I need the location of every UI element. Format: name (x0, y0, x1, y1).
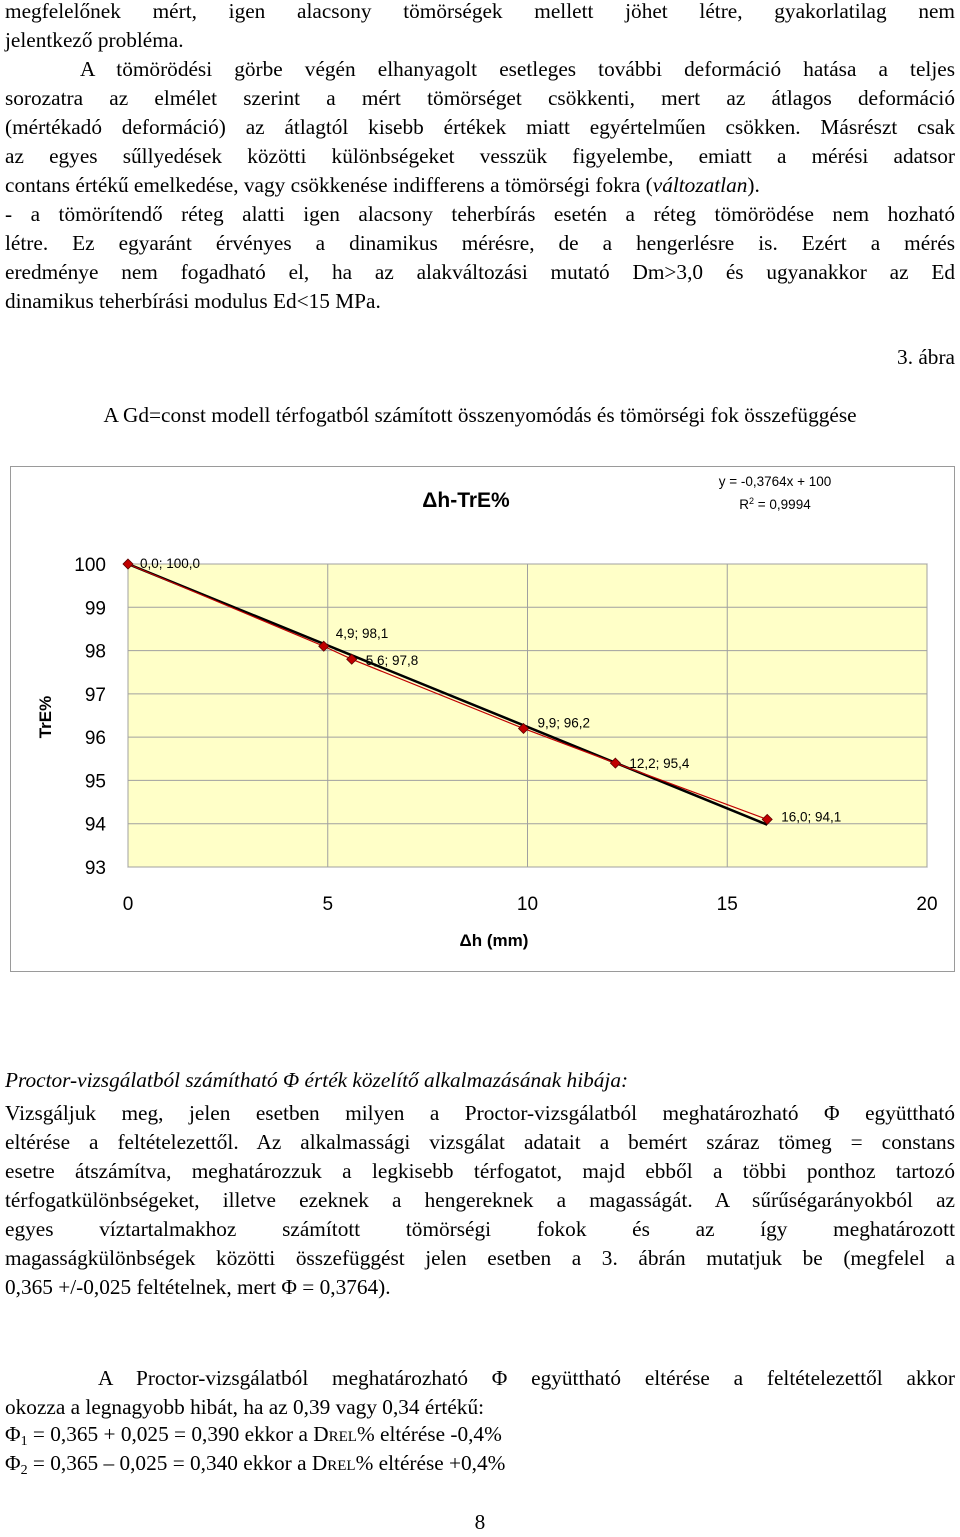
italic-word: változatlan (652, 173, 748, 197)
text-line: 0,365 +/-0,025 feltételnek, mert Φ = 0,3… (5, 1275, 391, 1299)
data-point (346, 653, 358, 665)
small-caps: REL (328, 1429, 357, 1445)
paragraph-intro: megfelelőnek mért, igen alacsony tömörsé… (5, 0, 955, 55)
text-fragment: ). (747, 173, 760, 197)
formula-text: = 0,365 – 0,025 = 0,340 ekkor a D (27, 1451, 328, 1475)
text-line: eltérése a feltételezettől. Az alkalmass… (5, 1130, 955, 1154)
chart-frame: 93 94 95 96 97 98 99 100 0 5 10 15 20 0,0; 100,0 4,9… (10, 466, 955, 972)
formula-phi1: Φ1 = 0,365 + 0,025 = 0,390 ekkor a DREL%… (5, 1422, 502, 1450)
text-line: térfogatkülönbségeket, illetve ezeknek a… (5, 1188, 955, 1212)
data-point (318, 640, 330, 652)
text-line: jelentkező probléma. (5, 28, 184, 52)
data-label: 12,2; 95,4 (629, 756, 690, 771)
formula-text: = 0,365 + 0,025 = 0,390 ekkor a D (27, 1422, 329, 1446)
text-line-mixed: contans értékű emelkedése, vagy csökkené… (5, 171, 955, 200)
text-fragment: contans értékű emelkedése, vagy csökkené… (5, 173, 653, 197)
series-line (127, 563, 768, 820)
text-line: sorozatra az elmélet szerint a mért tömö… (5, 86, 955, 110)
page-number: 8 (474, 1510, 486, 1534)
text-line: egyes víztartalmakhoz számított tömörség… (5, 1217, 955, 1241)
paragraph-deformation: A tömörödési görbe végén elhanyagolt ese… (5, 55, 955, 200)
x-tick-label: 0 (123, 894, 134, 915)
text-line: megfelelőnek mért, igen alacsony tömörsé… (5, 0, 955, 23)
paragraph-bearing: - a tömörítendő réteg alatti igen alacso… (5, 200, 955, 316)
text-line: magasságkülönbségek közötti összefüggést… (5, 1246, 955, 1270)
gridlines (127, 563, 928, 868)
y-tick-label: 96 (85, 728, 106, 749)
y-tick-label: 98 (85, 642, 106, 663)
data-labels: 0,0; 100,0 4,9; 98,1 5,6; 97,8 9,9; 96,2 12,… (140, 556, 841, 824)
paragraph-error: A Proctor-vizsgálatból meghatározható Φ … (5, 1364, 955, 1422)
chart-title: Δh-TrE% (422, 489, 510, 512)
text-line: létre. Ez egyaránt érvényes a dinamikus … (5, 231, 955, 255)
r2-label: R (739, 497, 749, 512)
text-line: esetre átszámítva, meghatározzuk a legki… (5, 1159, 955, 1183)
trend-equation: y = -0,3764x + 100 (719, 474, 832, 489)
data-point (122, 558, 134, 570)
text-line: (mértékadó deformáció) az átlagtól kiseb… (5, 115, 955, 139)
text-line: dinamikus teherbírási modulus Ed<15 MPa. (5, 289, 381, 313)
data-label: 16,0; 94,1 (781, 809, 841, 824)
x-tick-labels: 0 5 10 15 20 (123, 894, 938, 915)
text-line: A tömörödési görbe végén elhanyagolt ese… (80, 57, 955, 81)
r-squared: R2 = 0,9994 (739, 496, 811, 512)
y-tick-label: 100 (74, 555, 106, 576)
data-points (122, 558, 773, 825)
scatter-chart: 93 94 95 96 97 98 99 100 0 5 10 15 20 0,0; 100,0 4,9… (36, 474, 938, 950)
data-label: 4,9; 98,1 (336, 626, 389, 641)
y-tick-label: 97 (85, 685, 106, 706)
phi-symbol: Φ (5, 1451, 21, 1475)
x-tick-label: 5 (322, 894, 333, 915)
r2-value: = 0,9994 (754, 497, 811, 512)
small-caps: REL (327, 1458, 356, 1474)
data-label: 9,9; 96,2 (538, 715, 591, 730)
data-label: 5,6; 97,8 (366, 653, 419, 668)
x-tick-label: 15 (717, 894, 738, 915)
paragraph-proctor: Vizsgáljuk meg, jelen esetben milyen a P… (5, 1099, 955, 1302)
y-tick-label: 94 (85, 815, 107, 836)
r2-sup: 2 (749, 496, 754, 506)
text-line: - a tömörítendő réteg alatti igen alacso… (5, 202, 955, 226)
y-tick-label: 99 (85, 598, 106, 619)
x-tick-label: 20 (916, 894, 937, 915)
text-line: eredménye nem fogadható el, ha az alakvá… (5, 260, 955, 284)
y-tick-label: 93 (85, 858, 106, 879)
data-point (761, 813, 773, 825)
text-line: Vizsgáljuk meg, jelen esetben milyen a P… (5, 1101, 955, 1125)
text-line: A Proctor-vizsgálatból meghatározható Φ … (98, 1366, 955, 1390)
phi-subscript: 2 (20, 1463, 28, 1478)
y-tick-labels: 93 94 95 96 97 98 99 100 (74, 555, 106, 879)
data-point (517, 722, 530, 735)
y-tick-label: 95 (85, 771, 106, 792)
x-tick-label: 10 (517, 894, 538, 915)
formula-phi2: Φ2 = 0,365 – 0,025 = 0,340 ekkor a DREL%… (5, 1451, 505, 1479)
section-title: Proctor-vizsgálatból számítható Φ érték … (5, 1068, 629, 1092)
phi-symbol: Φ (5, 1422, 21, 1446)
text-line: az egyes sűllyedések közötti különbségek… (5, 144, 955, 168)
data-label: 0,0; 100,0 (140, 556, 200, 571)
phi-subscript: 1 (20, 1434, 28, 1449)
x-axis-title: Δh (mm) (460, 931, 529, 950)
formula-tail: % eltérése +0,4% (355, 1451, 506, 1475)
y-axis-title: TrE% (36, 696, 55, 739)
figure-number: 3. ábra (897, 345, 955, 369)
data-point (609, 757, 621, 769)
formula-tail: % eltérése -0,4% (356, 1422, 502, 1446)
text-line: okozza a legnagyobb hibát, ha az 0,39 va… (5, 1395, 485, 1419)
figure-caption: A Gd=const modell térfogatból számított … (103, 403, 857, 427)
trendline (127, 562, 768, 826)
